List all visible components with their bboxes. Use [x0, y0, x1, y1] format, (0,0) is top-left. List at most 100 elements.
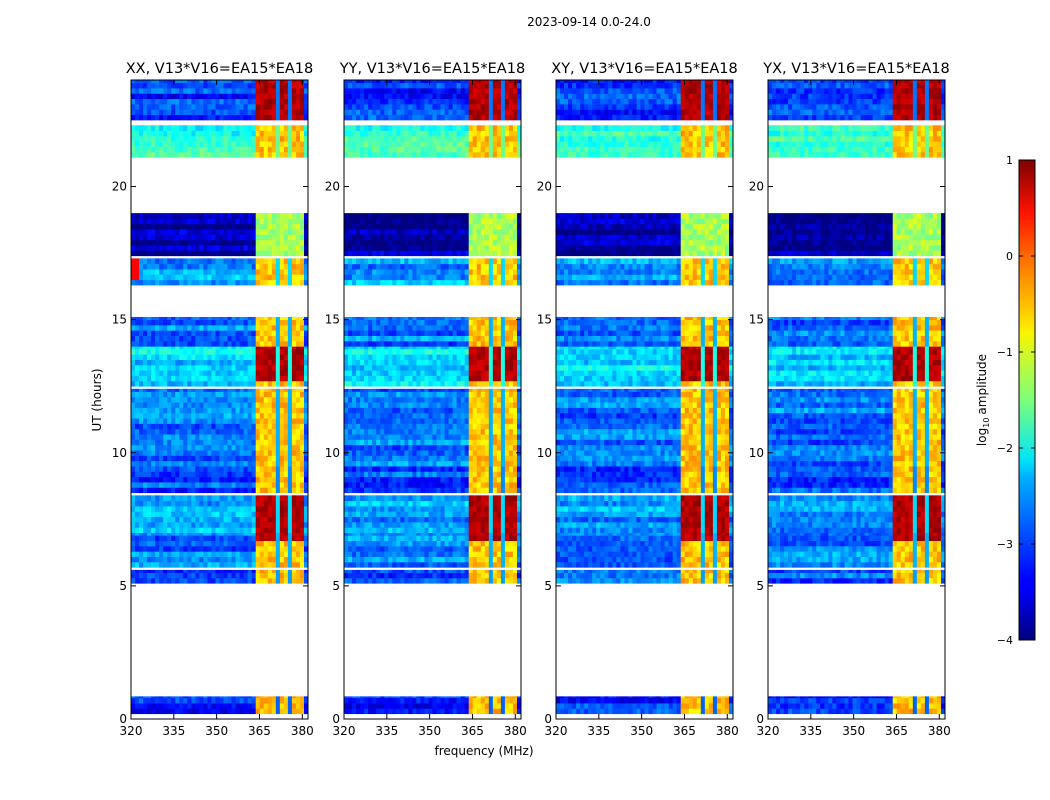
heatmap-cell — [163, 527, 168, 534]
heatmap-cell — [283, 82, 289, 89]
heatmap-cell — [215, 540, 220, 547]
heatmap-cell — [267, 80, 273, 84]
heatmap-cell — [384, 569, 389, 573]
heatmap-cell — [504, 545, 510, 552]
heatmap-cell — [139, 229, 144, 235]
heatmap-cell — [444, 500, 449, 507]
heatmap-cell — [147, 87, 152, 94]
heatmap-cell — [287, 125, 293, 131]
heatmap-cell — [259, 239, 265, 246]
heatmap-cell — [139, 93, 144, 100]
heatmap-cell — [283, 439, 289, 446]
heatmap-cell — [352, 521, 357, 528]
heatmap-cell — [291, 370, 297, 376]
heatmap-cell — [235, 269, 241, 275]
heatmap-cell — [480, 482, 486, 488]
heatmap-cell — [139, 330, 144, 336]
heatmap-cell — [155, 444, 160, 451]
heatmap-cell — [303, 577, 308, 584]
heatmap-cell — [360, 439, 365, 446]
heatmap-cell — [263, 93, 269, 100]
heatmap-cell — [468, 696, 474, 699]
heatmap-cell — [271, 279, 277, 286]
heatmap-cell — [444, 455, 449, 462]
heatmap-cell — [480, 500, 486, 507]
heatmap-cell — [344, 545, 349, 552]
heatmap-cell — [159, 439, 164, 446]
heatmap-cell — [167, 375, 172, 382]
heatmap-cell — [191, 93, 196, 100]
heatmap-cell — [279, 263, 285, 270]
heatmap-cell — [203, 380, 208, 387]
heatmap-cell — [412, 506, 417, 512]
heatmap-cell — [147, 135, 152, 142]
heatmap-cell — [175, 471, 180, 478]
heatmap-cell — [500, 500, 506, 507]
heatmap-cell — [199, 540, 204, 547]
heatmap-cell — [472, 532, 478, 536]
heatmap-cell — [251, 500, 257, 507]
heatmap-cell — [283, 532, 289, 536]
heatmap-cell — [131, 135, 136, 142]
heatmap-cell — [131, 146, 136, 153]
heatmap-cell — [267, 87, 273, 94]
heatmap-cell — [352, 569, 357, 573]
heatmap-cell — [247, 511, 253, 518]
heatmap-cell — [159, 141, 164, 147]
heatmap-cell — [163, 229, 168, 235]
heatmap-cell — [159, 98, 164, 105]
heatmap-cell — [219, 239, 224, 246]
heatmap-cell — [223, 572, 228, 579]
heatmap-cell — [271, 229, 277, 235]
heatmap-cell — [388, 450, 393, 456]
heatmap-cell — [299, 213, 305, 219]
heatmap-cell — [251, 487, 257, 494]
heatmap-cell — [512, 545, 518, 552]
heatmap-cell — [263, 697, 269, 704]
heatmap-cell — [223, 80, 228, 84]
heatmap-cell — [223, 245, 228, 251]
heatmap-cell — [480, 521, 486, 528]
heatmap-cell — [143, 455, 148, 462]
heatmap-cell — [179, 269, 184, 275]
heatmap-cell — [287, 428, 293, 435]
heatmap-cell — [235, 218, 241, 225]
heatmap-cell — [183, 532, 188, 536]
heatmap-cell — [207, 346, 212, 350]
heatmap-cell — [163, 388, 168, 392]
heatmap-cell — [151, 340, 156, 347]
heatmap-cell — [243, 80, 249, 84]
heatmap-cell — [303, 476, 308, 483]
heatmap-cell — [279, 511, 285, 518]
heatmap-cell — [263, 370, 269, 376]
heatmap-cell — [247, 391, 253, 398]
heatmap-cell — [227, 359, 232, 366]
heatmap-cell — [259, 234, 265, 241]
heatmap-cell — [251, 577, 257, 584]
heatmap-cell — [303, 98, 308, 105]
heatmap-cell — [155, 482, 160, 488]
heatmap-cell — [271, 388, 277, 392]
heatmap-cell — [295, 125, 301, 131]
heatmap-cell — [464, 450, 470, 456]
heatmap-cell — [283, 551, 289, 557]
heatmap-cell — [135, 348, 140, 355]
heatmap-cell — [263, 359, 269, 366]
heatmap-cell — [131, 434, 136, 440]
heatmap-cell — [183, 93, 188, 100]
heatmap-cell — [147, 370, 152, 376]
heatmap-cell — [392, 697, 397, 704]
heatmap-cell — [239, 460, 245, 467]
heatmap-cell — [191, 364, 196, 371]
heatmap-cell — [488, 455, 494, 462]
heatmap-cell — [255, 532, 261, 536]
heatmap-cell — [412, 540, 417, 547]
heatmap-cell — [263, 708, 269, 715]
heatmap-cell — [436, 556, 441, 563]
heatmap-cell — [219, 151, 224, 158]
heatmap-cell — [299, 380, 305, 387]
heatmap-cell — [191, 375, 196, 382]
heatmap-cell — [131, 93, 136, 100]
